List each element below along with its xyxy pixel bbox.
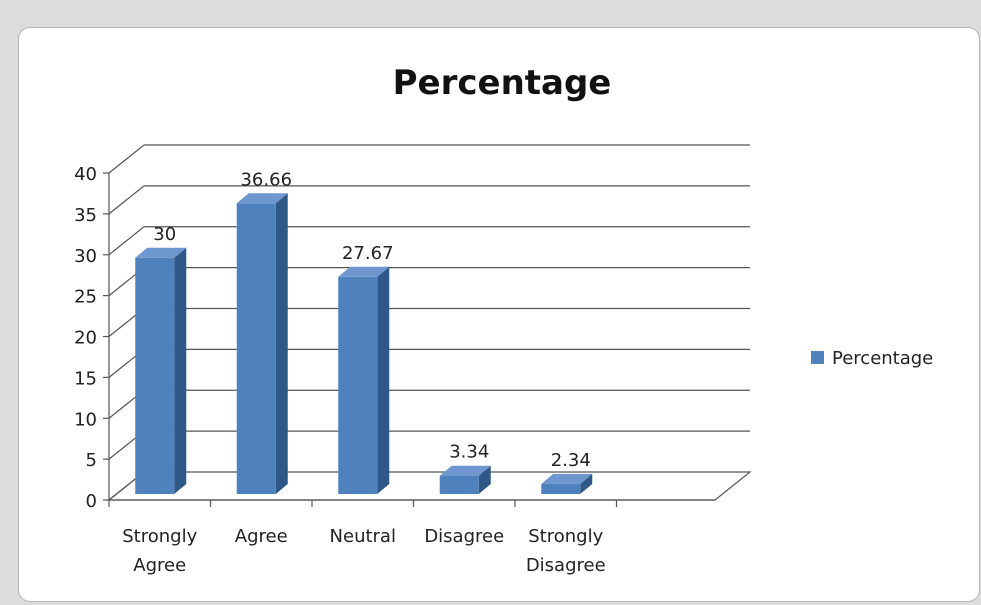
- legend[interactable]: Percentage: [811, 348, 933, 369]
- y-tick-label: 40: [74, 164, 97, 185]
- legend-swatch: [811, 351, 824, 364]
- y-tick-label: 10: [74, 409, 97, 430]
- bar: [236, 203, 276, 494]
- bar: [135, 257, 175, 494]
- bar-side: [478, 465, 491, 494]
- bar-top: [338, 266, 390, 277]
- bar: [338, 276, 378, 494]
- data-label: 27.67: [342, 243, 394, 264]
- y-tick-label: 0: [86, 491, 97, 512]
- bar: [541, 483, 581, 494]
- y-tick-label: 35: [74, 205, 97, 226]
- y-tick-label: 20: [74, 328, 97, 349]
- data-labels: 30 36.66 27.67 3.34 2.34: [153, 169, 590, 471]
- bar-top: [439, 465, 491, 476]
- category-label: Neutral: [330, 526, 396, 547]
- bars: [135, 193, 593, 494]
- bar-side: [377, 266, 390, 494]
- data-label: 30: [153, 224, 176, 245]
- category-label: Agree: [235, 526, 288, 547]
- axes: 0 5 10 15 20 25 30 35 40 Strongly Agree Agree Neutra…: [74, 164, 752, 576]
- bar-top: [236, 193, 288, 204]
- y-tick-label: 25: [74, 287, 97, 308]
- category-label: Agree: [133, 555, 186, 576]
- category-label: Disagree: [526, 555, 606, 576]
- bar-side: [275, 193, 288, 494]
- gridline-depth: [108, 185, 145, 215]
- chart-title: Percentage: [393, 63, 612, 103]
- data-label: 2.34: [551, 450, 591, 471]
- gridlines: [108, 144, 750, 501]
- gridline-depth: [108, 144, 145, 174]
- bar-side: [580, 473, 593, 494]
- bar: [439, 475, 479, 494]
- bar-top: [541, 473, 593, 484]
- y-tick-label: 30: [74, 246, 97, 267]
- bar-side: [174, 247, 187, 494]
- legend-entry: Percentage: [832, 348, 933, 369]
- data-label: 3.34: [449, 442, 489, 463]
- data-label: 36.66: [240, 169, 292, 190]
- category-label: Strongly: [528, 526, 603, 547]
- gridline-depth: [108, 226, 145, 256]
- floor: [107, 471, 752, 501]
- category-label: Disagree: [424, 526, 504, 547]
- bar-top: [135, 247, 187, 258]
- category-label: Strongly: [122, 526, 197, 547]
- y-tick-label: 15: [74, 368, 97, 389]
- y-tick-label: 5: [86, 450, 97, 471]
